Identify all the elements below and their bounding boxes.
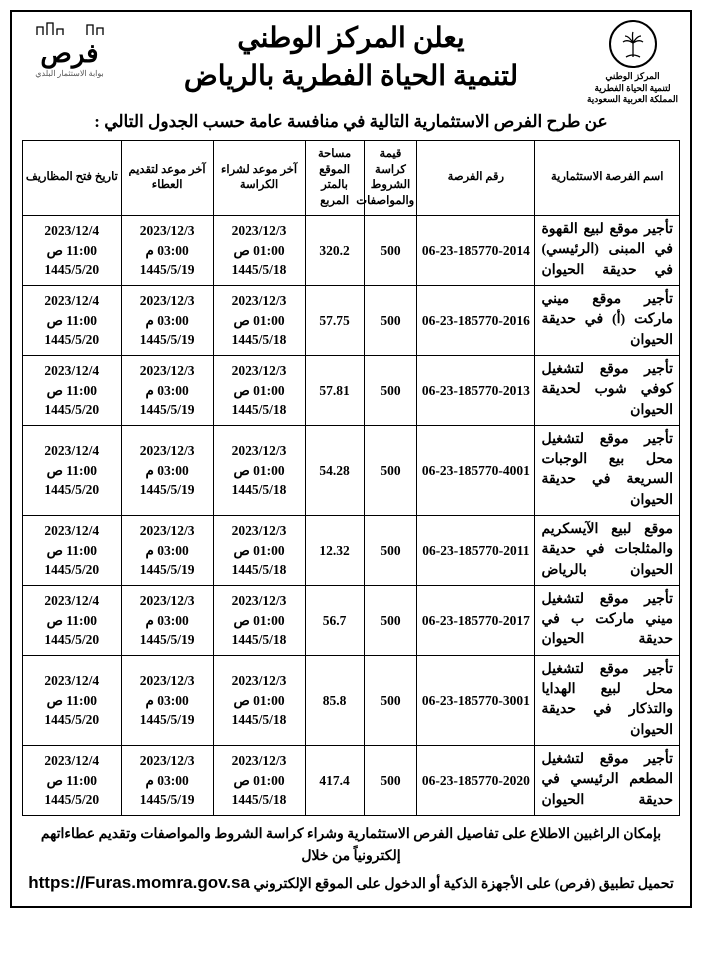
cell-name: تأجير موقع لبيع القهوة في المبنى (الرئيس… — [535, 216, 680, 286]
cell-fee: 500 — [364, 745, 417, 815]
cell-bid-date: 2023/12/303:00 م1445/5/19 — [121, 216, 213, 286]
cell-area: 54.28 — [305, 425, 364, 515]
table-row: تأجير موقع لتشغيل المطعم الرئيسي في حديق… — [23, 745, 680, 815]
cell-number: 06-23-185770-2011 — [417, 515, 535, 585]
table-header-row: اسم الفرصة الاستثمارية رقم الفرصة قيمة ك… — [23, 141, 680, 216]
cell-buy-date: 2023/12/301:00 ص1445/5/18 — [213, 286, 305, 356]
table-row: تأجير موقع لتشغيل محل لبيع الهدايا والتذ… — [23, 655, 680, 745]
title-line-2: لتنمية الحياة الفطرية بالرياض — [125, 58, 577, 96]
cell-bid-date: 2023/12/303:00 م1445/5/19 — [121, 286, 213, 356]
cell-bid-date: 2023/12/303:00 م1445/5/19 — [121, 355, 213, 425]
cell-area: 417.4 — [305, 745, 364, 815]
cell-name: تأجير موقع لتشغيل ميني ماركت ب في حديقة … — [535, 585, 680, 655]
cell-area: 57.75 — [305, 286, 364, 356]
logo-text-1: المركز الوطني — [585, 71, 680, 83]
cell-fee: 500 — [364, 216, 417, 286]
cell-name: تأجير موقع لتشغيل محل لبيع الهدايا والتذ… — [535, 655, 680, 745]
opportunities-table: اسم الفرصة الاستثمارية رقم الفرصة قيمة ك… — [22, 140, 680, 816]
th-open-date: تاريخ فتح المظاريف — [23, 141, 122, 216]
header: المركز الوطني لتنمية الحياة الفطرية المم… — [22, 20, 680, 106]
logo-text-3: المملكة العربية السعودية — [585, 94, 680, 106]
th-number: رقم الفرصة — [417, 141, 535, 216]
cell-area: 12.32 — [305, 515, 364, 585]
cell-number: 06-23-185770-2020 — [417, 745, 535, 815]
logo-right: المركز الوطني لتنمية الحياة الفطرية المم… — [585, 20, 680, 106]
cell-number: 06-23-185770-2014 — [417, 216, 535, 286]
cell-area: 56.7 — [305, 585, 364, 655]
announcement-page: المركز الوطني لتنمية الحياة الفطرية المم… — [10, 10, 692, 908]
cell-number: 06-23-185770-2016 — [417, 286, 535, 356]
cell-number: 06-23-185770-2013 — [417, 355, 535, 425]
footer: بإمكان الراغبين الاطلاع على تفاصيل الفرص… — [22, 824, 680, 896]
table-row: موقع لبيع الآيسكريم والمثلجات في حديقة ا… — [23, 515, 680, 585]
cell-buy-date: 2023/12/301:00 ص1445/5/18 — [213, 515, 305, 585]
cell-open-date: 2023/12/411:00 ص1445/5/20 — [23, 355, 122, 425]
table-body: تأجير موقع لبيع القهوة في المبنى (الرئيس… — [23, 216, 680, 816]
cell-buy-date: 2023/12/301:00 ص1445/5/18 — [213, 355, 305, 425]
th-fee: قيمة كراسة الشروط والمواصفات — [364, 141, 417, 216]
th-bid-date: آخر موعد لتقديم العطاء — [121, 141, 213, 216]
cell-open-date: 2023/12/411:00 ص1445/5/20 — [23, 216, 122, 286]
cell-open-date: 2023/12/411:00 ص1445/5/20 — [23, 425, 122, 515]
subtitle: عن طرح الفرص الاستثمارية التالية في مناف… — [22, 112, 680, 132]
cell-buy-date: 2023/12/301:00 ص1445/5/18 — [213, 585, 305, 655]
cell-number: 06-23-185770-4001 — [417, 425, 535, 515]
cell-fee: 500 — [364, 355, 417, 425]
cell-area: 85.8 — [305, 655, 364, 745]
footer-line-2: تحميل تطبيق (فرص) على الأجهزة الذكية أو … — [22, 869, 680, 896]
cell-open-date: 2023/12/411:00 ص1445/5/20 — [23, 655, 122, 745]
cell-name: تأجير موقع لتشغيل كوفي شوب لحديقة الحيوا… — [535, 355, 680, 425]
cell-fee: 500 — [364, 515, 417, 585]
cell-bid-date: 2023/12/303:00 م1445/5/19 — [121, 655, 213, 745]
cell-buy-date: 2023/12/301:00 ص1445/5/18 — [213, 425, 305, 515]
cell-buy-date: 2023/12/301:00 ص1445/5/18 — [213, 216, 305, 286]
cell-name: تأجير موقع ميني ماركت (أ) في حديقة الحيو… — [535, 286, 680, 356]
cell-buy-date: 2023/12/301:00 ص1445/5/18 — [213, 745, 305, 815]
title-block: يعلن المركز الوطني لتنمية الحياة الفطرية… — [125, 20, 577, 96]
cell-bid-date: 2023/12/303:00 م1445/5/19 — [121, 425, 213, 515]
cell-open-date: 2023/12/411:00 ص1445/5/20 — [23, 286, 122, 356]
cell-open-date: 2023/12/411:00 ص1445/5/20 — [23, 515, 122, 585]
furas-wordmark: فرص — [22, 41, 117, 67]
table-row: تأجير موقع لتشغيل محل بيع الوجبات السريع… — [23, 425, 680, 515]
cell-open-date: 2023/12/411:00 ص1445/5/20 — [23, 745, 122, 815]
th-name: اسم الفرصة الاستثمارية — [535, 141, 680, 216]
logo-text-2: لتنمية الحياة الفطرية — [585, 83, 680, 95]
table-row: تأجير موقع لبيع القهوة في المبنى (الرئيس… — [23, 216, 680, 286]
furas-subtitle: بوابة الاستثمار البلدي — [22, 69, 117, 78]
cell-bid-date: 2023/12/303:00 م1445/5/19 — [121, 585, 213, 655]
cell-bid-date: 2023/12/303:00 م1445/5/19 — [121, 745, 213, 815]
logo-left: فرص بوابة الاستثمار البلدي — [22, 20, 117, 78]
cell-area: 320.2 — [305, 216, 364, 286]
table-row: تأجير موقع ميني ماركت (أ) في حديقة الحيو… — [23, 286, 680, 356]
table-row: تأجير موقع لتشغيل ميني ماركت ب في حديقة … — [23, 585, 680, 655]
cell-buy-date: 2023/12/301:00 ص1445/5/18 — [213, 655, 305, 745]
cell-fee: 500 — [364, 286, 417, 356]
cell-number: 06-23-185770-2017 — [417, 585, 535, 655]
cell-area: 57.81 — [305, 355, 364, 425]
title-line-1: يعلن المركز الوطني — [125, 20, 577, 58]
cell-name: موقع لبيع الآيسكريم والمثلجات في حديقة ا… — [535, 515, 680, 585]
footer-line-2-text: تحميل تطبيق (فرص) على الأجهزة الذكية أو … — [250, 877, 674, 892]
cell-fee: 500 — [364, 585, 417, 655]
cell-number: 06-23-185770-3001 — [417, 655, 535, 745]
footer-url: https://Furas.momra.gov.sa — [28, 873, 250, 892]
footer-line-1: بإمكان الراغبين الاطلاع على تفاصيل الفرص… — [22, 824, 680, 869]
cell-bid-date: 2023/12/303:00 م1445/5/19 — [121, 515, 213, 585]
cell-open-date: 2023/12/411:00 ص1445/5/20 — [23, 585, 122, 655]
cell-name: تأجير موقع لتشغيل محل بيع الوجبات السريع… — [535, 425, 680, 515]
cell-name: تأجير موقع لتشغيل المطعم الرئيسي في حديق… — [535, 745, 680, 815]
table-row: تأجير موقع لتشغيل كوفي شوب لحديقة الحيوا… — [23, 355, 680, 425]
th-buy-date: آخر موعد لشراء الكراسة — [213, 141, 305, 216]
cell-fee: 500 — [364, 425, 417, 515]
cell-fee: 500 — [364, 655, 417, 745]
palm-emblem-icon — [609, 20, 657, 68]
skyline-icon — [22, 20, 117, 41]
